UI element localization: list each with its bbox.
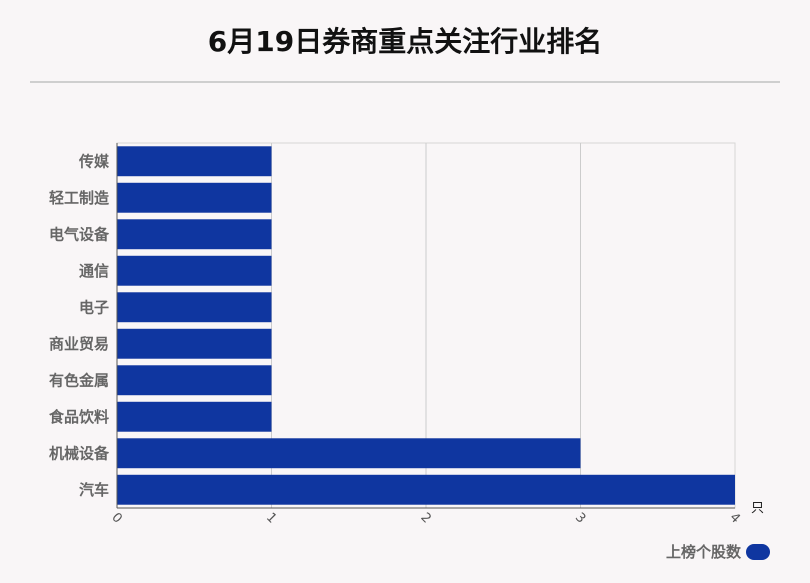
category-label: 有色金属	[49, 371, 109, 389]
legend[interactable]: 上榜个股数	[666, 541, 770, 562]
x-tick-labels: 0 1 2 3 4	[108, 510, 742, 526]
x-tick-label: 2	[417, 510, 433, 526]
x-tick-label: 1	[263, 510, 279, 526]
legend-label: 上榜个股数	[665, 543, 741, 561]
category-label: 轻工制造	[49, 189, 109, 207]
category-label: 电气设备	[49, 225, 110, 243]
legend-swatch	[746, 543, 770, 560]
bar[interactable]	[117, 328, 272, 359]
category-label: 电子	[79, 298, 109, 316]
x-tick-label: 0	[108, 510, 124, 526]
x-unit-label: 只	[751, 501, 764, 516]
bar[interactable]	[117, 182, 272, 213]
x-tick-label: 4	[726, 510, 742, 526]
category-label: 传媒	[78, 152, 110, 170]
category-label: 商业贸易	[49, 335, 109, 353]
bar[interactable]	[117, 146, 272, 177]
category-label: 通信	[79, 262, 109, 280]
bar[interactable]	[117, 255, 272, 286]
x-tick-label: 3	[572, 510, 588, 526]
bar[interactable]	[117, 365, 272, 396]
category-label: 食品饮料	[49, 408, 109, 426]
bar[interactable]	[117, 438, 581, 469]
bar[interactable]	[117, 292, 272, 323]
category-label: 汽车	[79, 481, 109, 499]
bar[interactable]	[117, 474, 735, 505]
bar[interactable]	[117, 401, 272, 432]
bar[interactable]	[117, 219, 272, 250]
title-divider	[30, 81, 780, 83]
chart-title: 6月19日券商重点关注行业排名	[207, 25, 603, 58]
category-label: 机械设备	[49, 444, 110, 462]
bars	[117, 146, 735, 505]
